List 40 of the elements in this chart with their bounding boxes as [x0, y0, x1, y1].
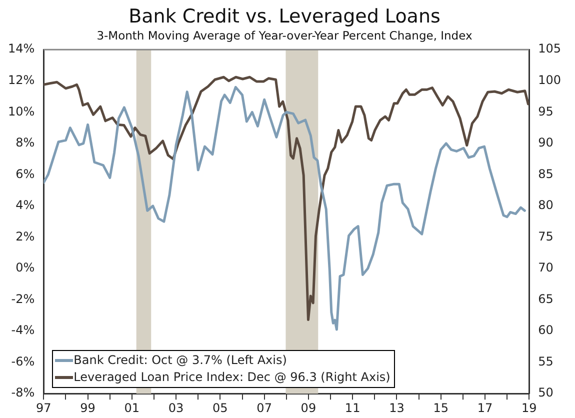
- x-tick-label: 99: [80, 400, 96, 415]
- y-tick-label: -8%: [11, 386, 35, 400]
- y-tick-label: -2%: [11, 292, 35, 306]
- y-tick-label: -4%: [11, 323, 35, 338]
- y2-tick-label: 65: [538, 292, 554, 306]
- x-tick-label: 97: [36, 400, 52, 415]
- y-tick-label: 14%: [8, 42, 35, 56]
- y2-tick-label: 50: [538, 386, 554, 400]
- y-tick-label: 4%: [16, 198, 35, 212]
- y2-tick-label: 105: [538, 42, 561, 56]
- y2-tick-label: 95: [538, 104, 554, 118]
- y-tick-label: 8%: [16, 136, 35, 150]
- y2-tick-label: 60: [538, 323, 554, 338]
- x-tick-label: 19: [521, 400, 537, 415]
- x-tick-label: 15: [433, 400, 448, 415]
- x-tick-label: 17: [477, 400, 493, 415]
- y-tick-label: 0%: [16, 260, 35, 275]
- y2-tick-label: 85: [538, 166, 554, 181]
- y2-tick-label: 70: [538, 260, 554, 275]
- x-tick-label: 05: [212, 400, 228, 415]
- y2-tick-label: 55: [538, 354, 554, 368]
- y-tick-label: 6%: [16, 166, 35, 181]
- y-tick-label: 2%: [16, 229, 35, 244]
- y2-tick-label: 75: [538, 229, 554, 244]
- x-tick-label: 01: [124, 400, 140, 415]
- x-tick-label: 03: [168, 400, 184, 415]
- x-tick-label: 09: [300, 400, 316, 415]
- y-tick-label: 10%: [8, 104, 35, 118]
- y2-tick-label: 100: [538, 73, 561, 87]
- chart-title: Bank Credit vs. Leveraged Loans: [128, 5, 440, 28]
- x-tick-label: 11: [344, 400, 360, 415]
- x-tick-label: 07: [256, 400, 272, 415]
- y2-tick-label: 80: [538, 198, 554, 212]
- legend-label: Leveraged Loan Price Index: Dec @ 96.3 (Right Axis): [74, 368, 390, 386]
- y-tick-label: -6%: [11, 354, 35, 368]
- chart-subtitle: 3-Month Moving Average of Year-over-Year Percent Change, Index: [96, 28, 472, 43]
- y-tick-label: 12%: [8, 73, 35, 87]
- legend-label: Bank Credit: Oct @ 3.7% (Left Axis): [74, 352, 287, 369]
- x-tick-label: 13: [389, 400, 404, 415]
- y2-tick-label: 90: [538, 136, 554, 150]
